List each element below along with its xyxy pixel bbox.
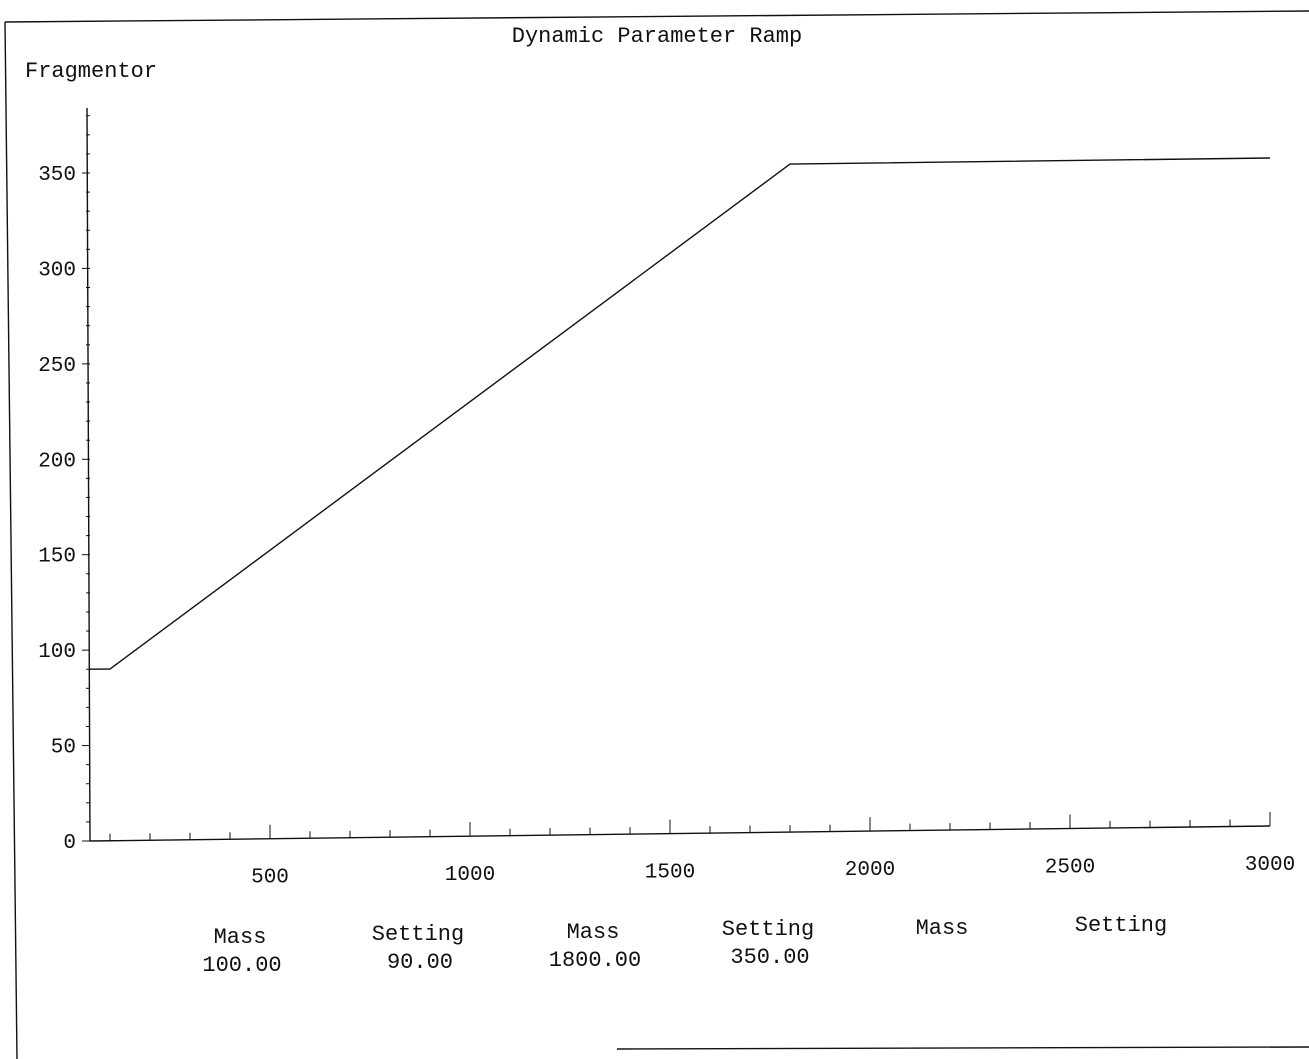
ramp-column-header: Setting xyxy=(372,922,464,947)
ramp-column-value: 1800.00 xyxy=(549,948,641,973)
ramp-table: Mass 100.00 Setting 90.00 Mass 1800.00 Setting… xyxy=(202,913,1167,978)
y-tick-label: 200 xyxy=(38,450,76,473)
x-axis-line xyxy=(89,825,1271,842)
x-tick-label: 500 xyxy=(251,867,289,890)
chart-title: Dynamic Parameter Ramp xyxy=(512,24,802,49)
y-tick-label: 150 xyxy=(38,546,76,569)
frame-top xyxy=(4,10,1309,23)
ramp-column-header: Setting xyxy=(722,917,814,942)
y-tick-label: 250 xyxy=(38,355,76,378)
ramp-column-value: 350.00 xyxy=(730,945,809,970)
y-tick-label: 300 xyxy=(38,259,76,282)
y-axis-label: Fragmentor xyxy=(25,59,157,84)
ramp-column-header: Setting xyxy=(1075,913,1167,938)
series-layer xyxy=(89,157,1271,670)
ramp-column-value: 100.00 xyxy=(202,953,281,978)
x-tick-label: 2000 xyxy=(845,859,895,882)
x-tick-label: 2500 xyxy=(1045,857,1095,880)
x-tick-label: 3000 xyxy=(1245,854,1295,877)
y-tick-label: 50 xyxy=(51,737,76,760)
ramp-column-header: Mass xyxy=(567,920,620,945)
axes: 0 50 100 150 200 250 300 350 500 1000 1500 2000 2500… xyxy=(38,107,1295,890)
frame-bottom xyxy=(616,1046,1309,1050)
x-tick-label: 1000 xyxy=(445,864,495,887)
y-tick-label: 0 xyxy=(63,832,76,855)
ramp-column-header: Mass xyxy=(916,916,969,941)
y-axis-line xyxy=(86,107,91,842)
ramp-column-header: Mass xyxy=(214,925,267,950)
y-tick-label: 100 xyxy=(38,641,76,664)
ramp-column-value: 90.00 xyxy=(387,950,453,975)
frame-left xyxy=(4,21,18,1059)
y-tick-label: 350 xyxy=(38,164,76,187)
series-line xyxy=(89,157,1271,670)
x-tick-label: 1500 xyxy=(645,862,695,885)
